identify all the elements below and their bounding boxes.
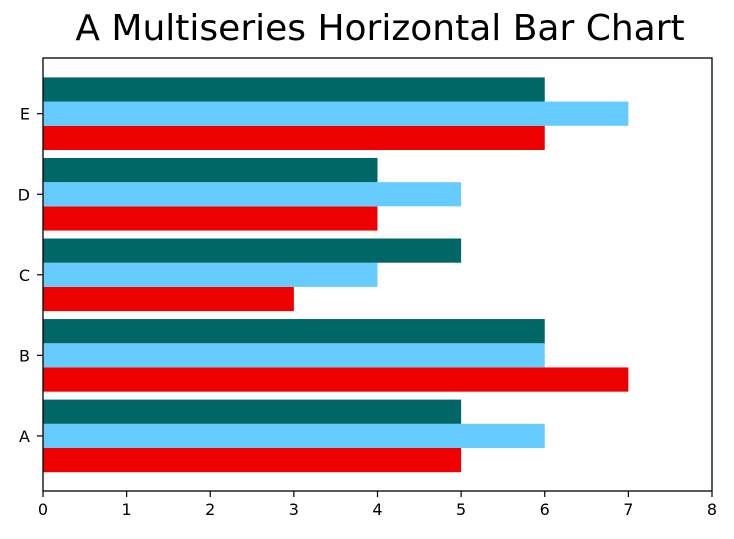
bar-series-2-c	[43, 262, 378, 287]
bar-series-3-a	[43, 399, 462, 424]
bar-series-3-b	[43, 319, 545, 344]
y-tick-label: C	[19, 266, 30, 285]
bar-series-3-e	[43, 77, 545, 102]
bar-series-1-b	[43, 367, 629, 392]
bar-series-3-c	[43, 238, 462, 263]
y-tick-label: E	[20, 105, 30, 124]
bar-series-2-b	[43, 343, 545, 368]
bar-series-1-d	[43, 206, 378, 231]
x-tick-label: 7	[623, 500, 633, 519]
x-tick-label: 8	[707, 500, 717, 519]
y-tick-label: A	[19, 427, 30, 446]
bars-layer	[43, 77, 629, 473]
chart-title: A Multiseries Horizontal Bar Chart	[75, 8, 685, 49]
x-tick-label: 4	[372, 500, 382, 519]
x-tick-label: 1	[122, 500, 132, 519]
x-tick-label: 5	[456, 500, 466, 519]
x-tick-label: 6	[540, 500, 550, 519]
bar-series-1-e	[43, 125, 545, 150]
y-tick-label: B	[19, 346, 30, 365]
bar-series-1-a	[43, 448, 462, 473]
x-tick-label: 2	[205, 500, 215, 519]
bar-series-3-d	[43, 157, 378, 183]
x-tick-label: 3	[289, 500, 299, 519]
axes-layer: 0 1 2 3 4 5 6 7 8 A B C D E	[18, 57, 717, 519]
y-tick-label: D	[18, 185, 30, 204]
bar-series-2-d	[43, 182, 462, 207]
bar-series-2-e	[43, 101, 629, 126]
bar-series-1-c	[43, 286, 294, 312]
bar-series-2-a	[43, 423, 545, 448]
x-tick-label: 0	[38, 500, 48, 519]
